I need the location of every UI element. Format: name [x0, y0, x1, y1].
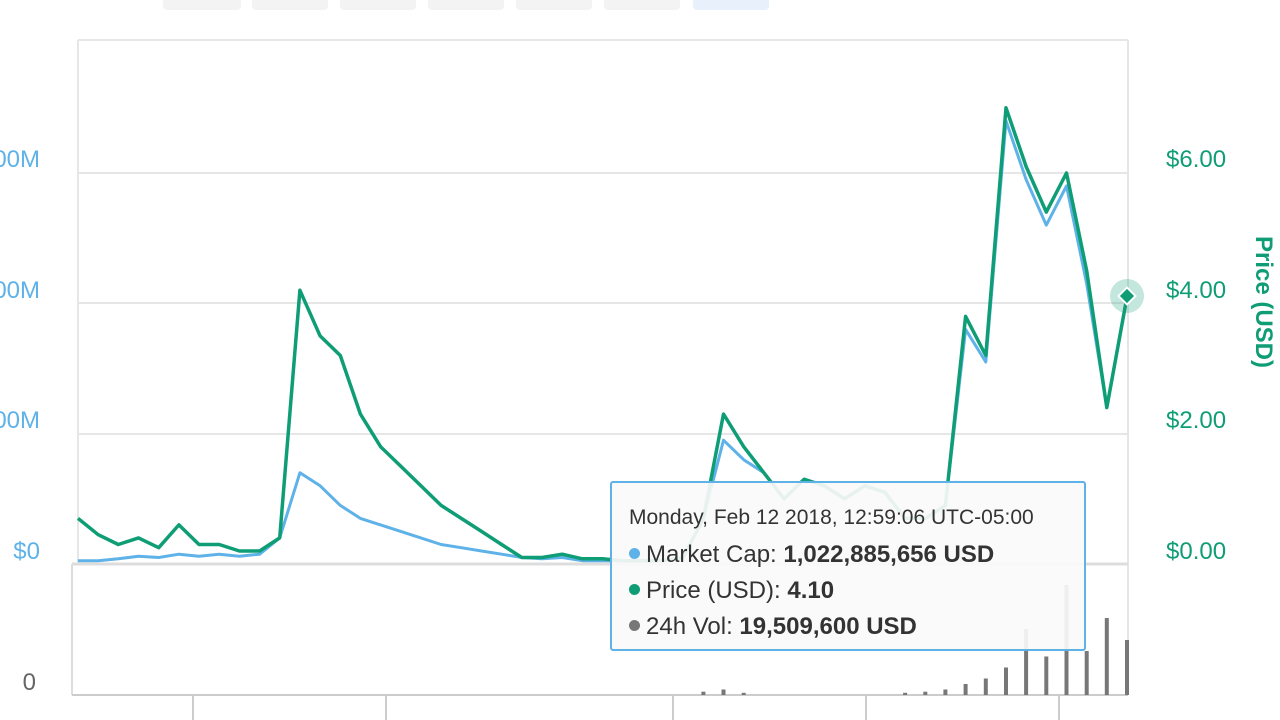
volume-bar [943, 689, 948, 695]
range-tab-active[interactable] [693, 0, 769, 10]
tooltip-value: 1,022,885,656 USD [783, 541, 995, 568]
right-tick-label: $2.00 [1166, 407, 1226, 434]
volume-dot-icon [629, 620, 640, 632]
left-tick-label: 00M [0, 277, 40, 304]
volume-bar [1125, 640, 1129, 695]
tooltip-value: 4.10 [787, 577, 835, 604]
right-axis-title: Price (USD) [1250, 236, 1277, 368]
left-tick-label: 00M [0, 407, 40, 434]
tooltip-label: Price (USD): [646, 577, 781, 604]
volume-bar [1104, 618, 1109, 695]
tooltip-row-volume: 24h Vol: 19,509,600 USD [629, 609, 1084, 645]
price-line [76, 106, 1129, 563]
volume-bar [741, 692, 746, 695]
volume-bar [963, 684, 968, 695]
tooltip-date: Monday, Feb 12 2018, 12:59:06 UTC-05:00 [629, 506, 1034, 529]
range-tab-3[interactable] [340, 0, 416, 10]
volume-bar [903, 692, 908, 695]
tooltip-label: 24h Vol: [646, 613, 733, 640]
volume-bar [923, 691, 928, 695]
right-tick-label: $4.00 [1166, 277, 1226, 304]
volume-bar [1044, 656, 1049, 695]
range-tab-4[interactable] [428, 0, 504, 10]
chart-tooltip: Monday, Feb 12 2018, 12:59:06 UTC-05:00 … [610, 481, 1086, 651]
left-tick-label: $0 [13, 538, 40, 565]
left-tick-label: 00M [0, 146, 40, 173]
volume-bar [701, 691, 706, 695]
range-tab-5[interactable] [516, 0, 592, 10]
tooltip-row-market-cap: Market Cap: 1,022,885,656 USD [629, 537, 1084, 573]
volume-bar [1024, 629, 1029, 695]
range-tab-1[interactable] [163, 0, 241, 10]
right-tick-label: $6.00 [1166, 146, 1226, 173]
price-dot-icon [629, 584, 640, 596]
volume-bar [983, 678, 988, 695]
tooltip-row-price: Price (USD): 4.10 [629, 573, 1084, 609]
volume-bar [1004, 667, 1008, 695]
tooltip-value: 19,509,600 USD [739, 613, 917, 640]
range-tab-6[interactable] [604, 0, 680, 10]
tooltip-label: Market Cap: [646, 541, 777, 568]
volume-tick-label: 0 [23, 669, 36, 696]
volume-bar [1084, 651, 1089, 695]
range-tab-2[interactable] [252, 0, 328, 10]
volume-bar [721, 689, 726, 695]
hover-marker-diamond[interactable] [1117, 286, 1137, 306]
right-tick-label: $0.00 [1166, 538, 1226, 565]
market-cap-dot-icon [629, 548, 640, 560]
